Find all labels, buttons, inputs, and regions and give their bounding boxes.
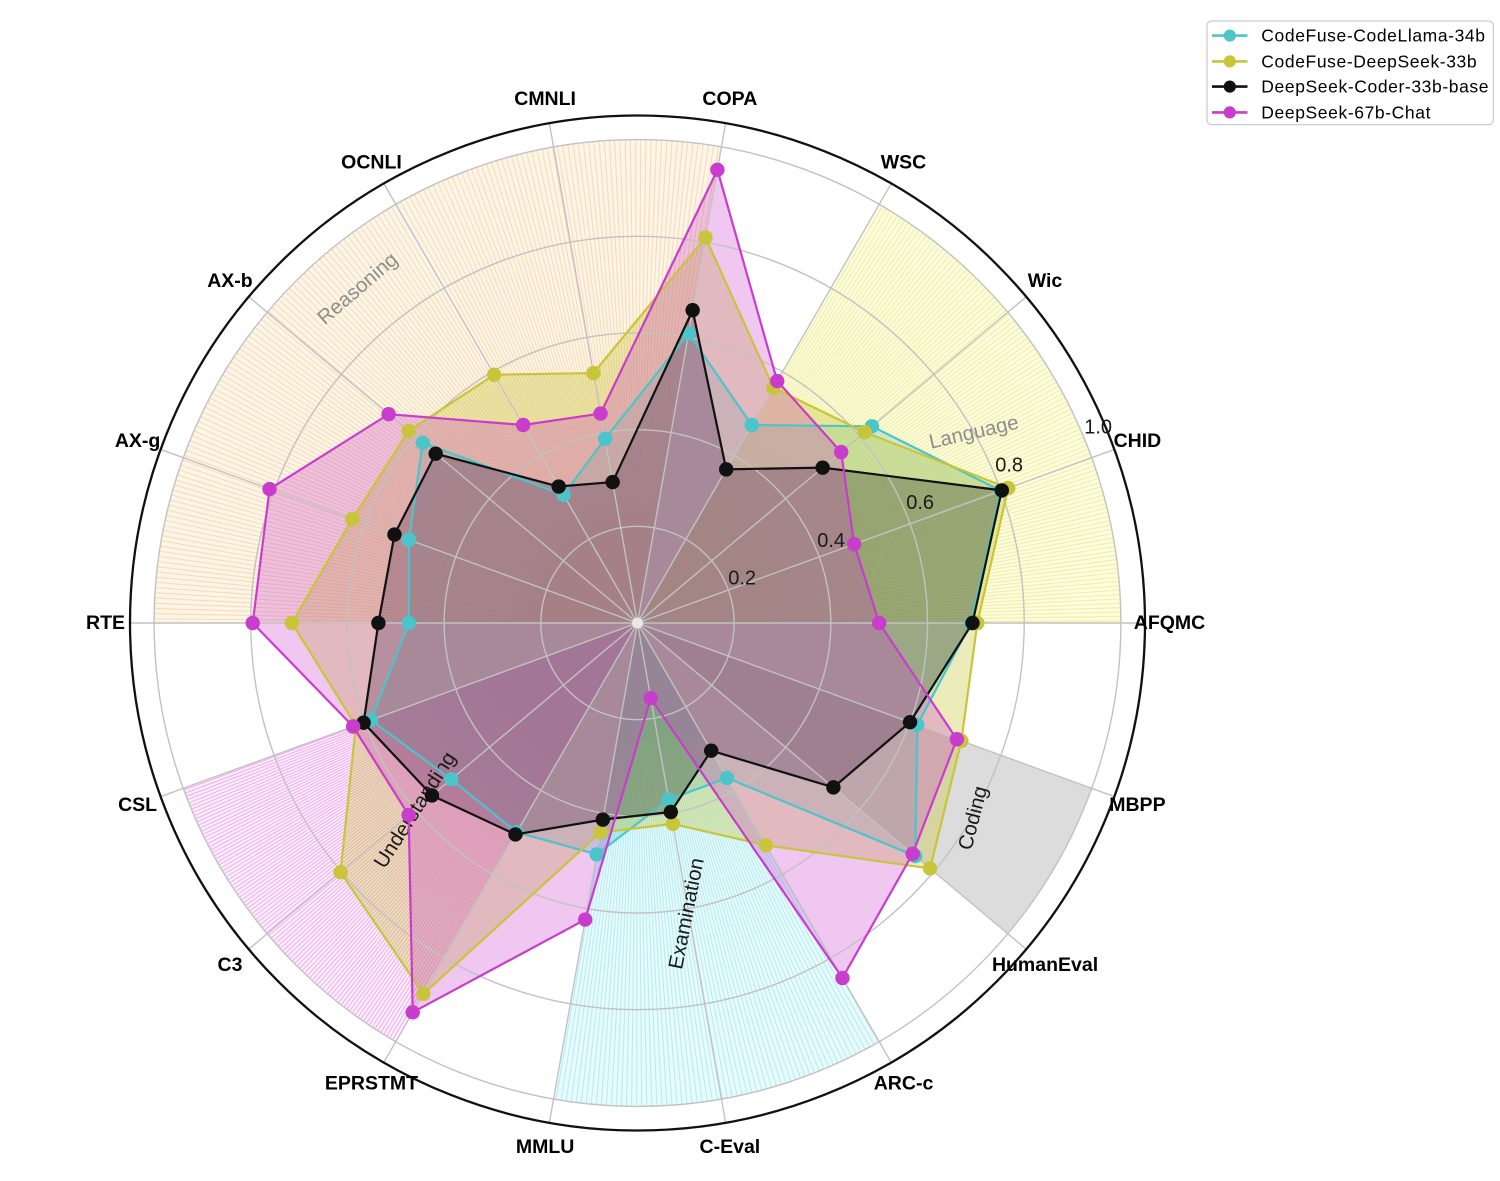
svg-text:CodeFuse-DeepSeek-33b: CodeFuse-DeepSeek-33b (1261, 51, 1477, 71)
svg-text:AX-g: AX-g (115, 430, 161, 452)
svg-text:0.6: 0.6 (906, 492, 934, 514)
svg-text:ARC-c: ARC-c (874, 1073, 934, 1095)
svg-text:WSC: WSC (881, 151, 927, 173)
svg-text:1.0: 1.0 (1084, 416, 1112, 438)
svg-text:0.8: 0.8 (995, 454, 1023, 476)
svg-text:C-Eval: C-Eval (700, 1136, 761, 1158)
svg-text:DeepSeek-Coder-33b-base: DeepSeek-Coder-33b-base (1261, 77, 1489, 97)
svg-text:CMNLI: CMNLI (514, 88, 576, 110)
svg-text:HumanEval: HumanEval (992, 954, 1098, 976)
svg-text:CHID: CHID (1114, 430, 1162, 452)
svg-text:OCNLI: OCNLI (341, 151, 402, 173)
svg-text:EPRSTMT: EPRSTMT (325, 1073, 418, 1095)
svg-text:DeepSeek-67b-Chat: DeepSeek-67b-Chat (1261, 102, 1431, 122)
svg-text:AFQMC: AFQMC (1134, 612, 1206, 634)
svg-text:Wic: Wic (1028, 270, 1063, 292)
svg-text:COPA: COPA (702, 88, 757, 110)
svg-text:C3: C3 (217, 954, 242, 976)
svg-text:CSL: CSL (118, 794, 157, 816)
svg-text:MMLU: MMLU (516, 1136, 574, 1158)
svg-text:0.4: 0.4 (817, 530, 845, 552)
svg-text:RTE: RTE (86, 612, 125, 634)
svg-text:0.2: 0.2 (728, 568, 756, 590)
svg-text:MBPP: MBPP (1109, 794, 1165, 816)
svg-text:AX-b: AX-b (207, 270, 253, 292)
svg-text:CodeFuse-CodeLlama-34b: CodeFuse-CodeLlama-34b (1261, 26, 1485, 46)
